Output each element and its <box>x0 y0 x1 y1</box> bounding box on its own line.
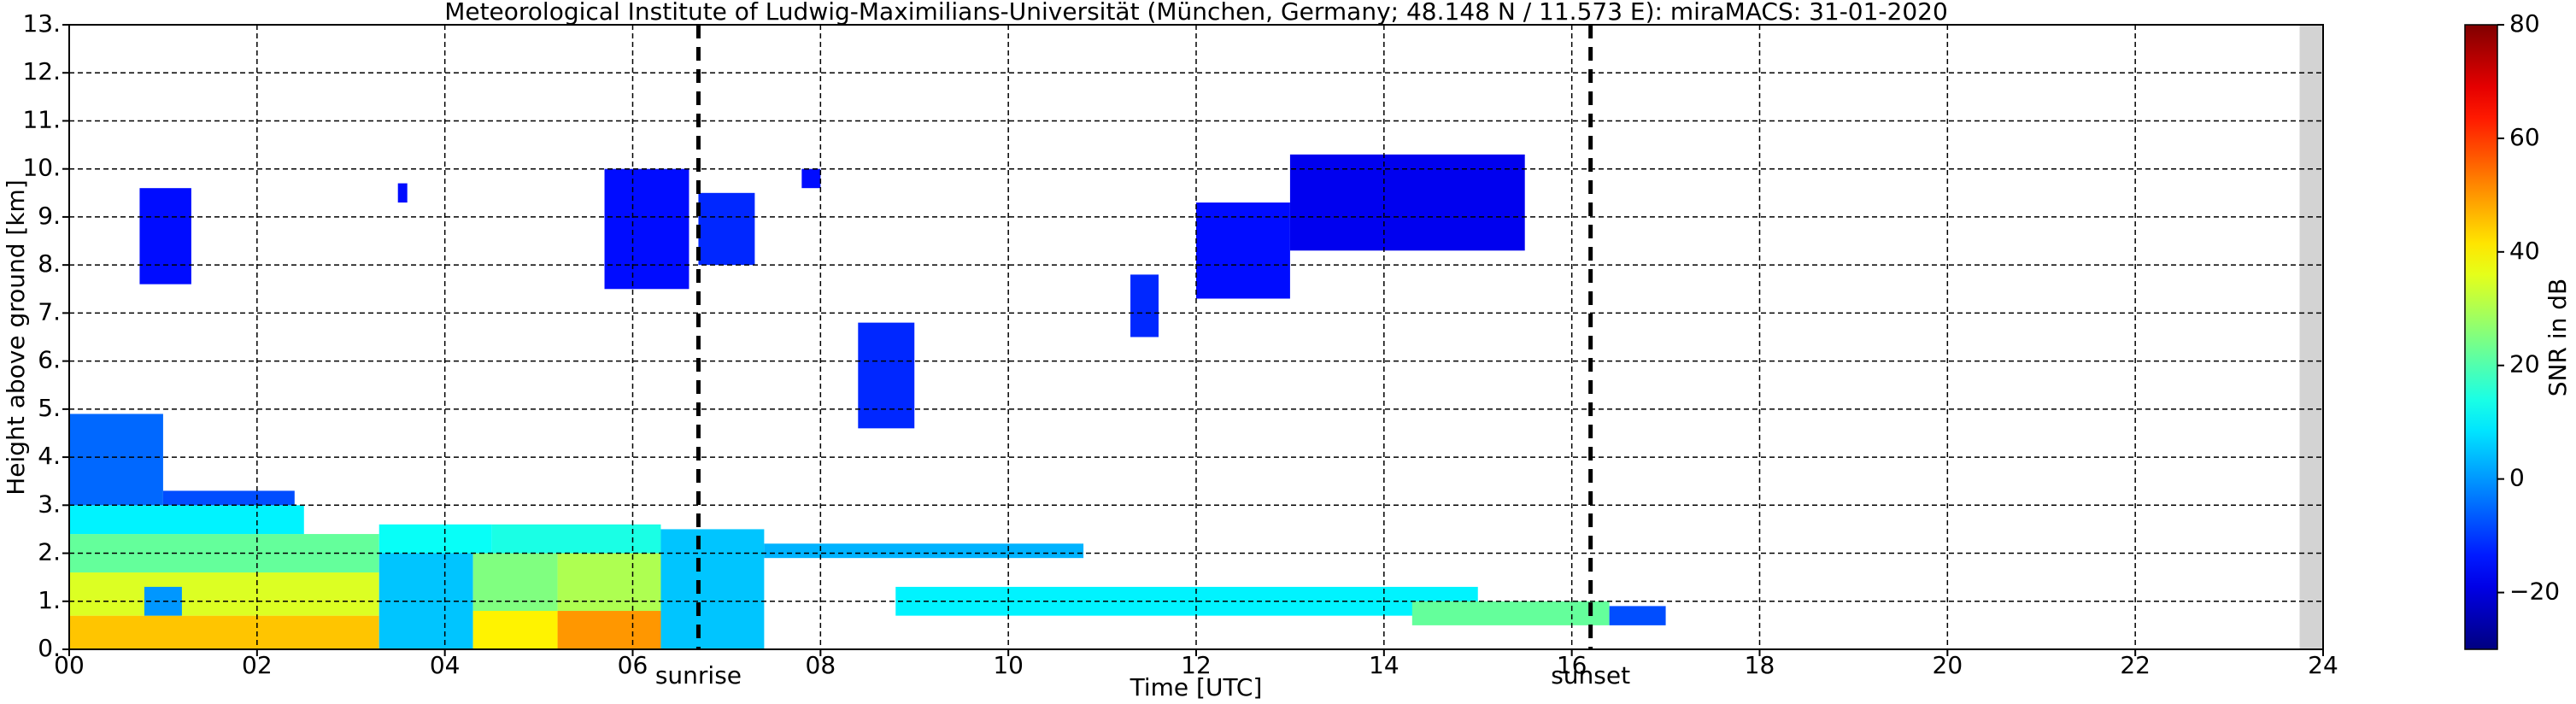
annotation-label: sunrise <box>655 661 742 689</box>
colorbar-tick-label: −20 <box>2509 578 2560 606</box>
snr-cell <box>895 586 1478 616</box>
x-tick-label: 00 <box>54 651 85 679</box>
chart-title: Meteorological Institute of Ludwig-Maxim… <box>444 0 1948 26</box>
snr-cell <box>660 529 765 649</box>
y-tick-label: 5. <box>38 394 61 422</box>
snr-cell <box>1411 601 1610 625</box>
snr-cell <box>472 611 558 649</box>
x-tick-label: 24 <box>2308 651 2338 679</box>
y-tick-label: 0. <box>38 634 61 662</box>
snr-cell <box>69 414 163 506</box>
colorbar-tick-label: 20 <box>2509 350 2540 378</box>
y-tick-label: 3. <box>38 490 61 518</box>
plot-frame <box>68 24 2324 650</box>
snr-cell <box>1196 202 1290 299</box>
colorbar-tick-label: 60 <box>2509 123 2540 151</box>
snr-cell <box>698 192 755 266</box>
x-axis-label: Time [UTC] <box>1130 673 1263 701</box>
snr-cell <box>1289 154 1525 251</box>
y-tick-label: 1. <box>38 586 61 614</box>
snr-cell <box>162 490 295 506</box>
snr-cell <box>472 553 558 612</box>
y-tick-label: 6. <box>38 346 61 374</box>
y-tick-label: 13. <box>22 9 61 38</box>
annotation-label: sunset <box>1551 661 1630 689</box>
y-tick-label: 10. <box>22 154 61 182</box>
snr-cell <box>858 322 915 429</box>
colorbar-tick-label: 80 <box>2509 9 2540 38</box>
snr-cell <box>397 183 408 203</box>
y-tick-label: 7. <box>38 297 61 326</box>
x-tick-label: 18 <box>1745 651 1775 679</box>
snr-cell <box>557 553 661 612</box>
y-tick-label: 9. <box>38 202 61 230</box>
snr-cell <box>557 611 661 649</box>
y-tick-label: 4. <box>38 442 61 470</box>
colorbar-tick-label: 0 <box>2509 464 2525 492</box>
snr-cell <box>1609 606 1666 625</box>
snr-cell <box>69 572 379 616</box>
x-tick-label: 06 <box>618 651 648 679</box>
snr-cell <box>139 188 191 285</box>
colorbar <box>2464 24 2498 650</box>
y-tick-label: 8. <box>38 249 61 278</box>
snr-cell <box>764 543 1084 559</box>
snr-cell <box>378 524 492 554</box>
snr-cell <box>378 553 473 649</box>
snr-cell <box>491 524 661 554</box>
no-data-band <box>2299 25 2323 649</box>
snr-cell <box>801 168 821 189</box>
colorbar-label: SNR in dB <box>2544 279 2572 396</box>
snr-cell <box>1130 274 1159 337</box>
x-tick-label: 12 <box>1181 651 1212 679</box>
y-tick-label: 11. <box>22 105 61 133</box>
x-tick-label: 02 <box>242 651 273 679</box>
x-tick-label: 04 <box>430 651 461 679</box>
x-tick-label: 08 <box>806 651 836 679</box>
snr-cell <box>604 168 689 290</box>
colorbar-tick-label: 40 <box>2509 237 2540 265</box>
x-tick-label: 20 <box>1933 651 1963 679</box>
snr-cell <box>69 615 379 649</box>
snr-cell <box>69 505 304 535</box>
x-tick-label: 22 <box>2120 651 2151 679</box>
x-tick-label: 14 <box>1369 651 1399 679</box>
x-tick-label: 16 <box>1557 651 1587 679</box>
y-tick-label: 2. <box>38 538 61 566</box>
y-axis-label: Height above ground [km] <box>2 179 30 496</box>
y-tick-label: 12. <box>22 57 61 85</box>
x-tick-label: 10 <box>993 651 1024 679</box>
